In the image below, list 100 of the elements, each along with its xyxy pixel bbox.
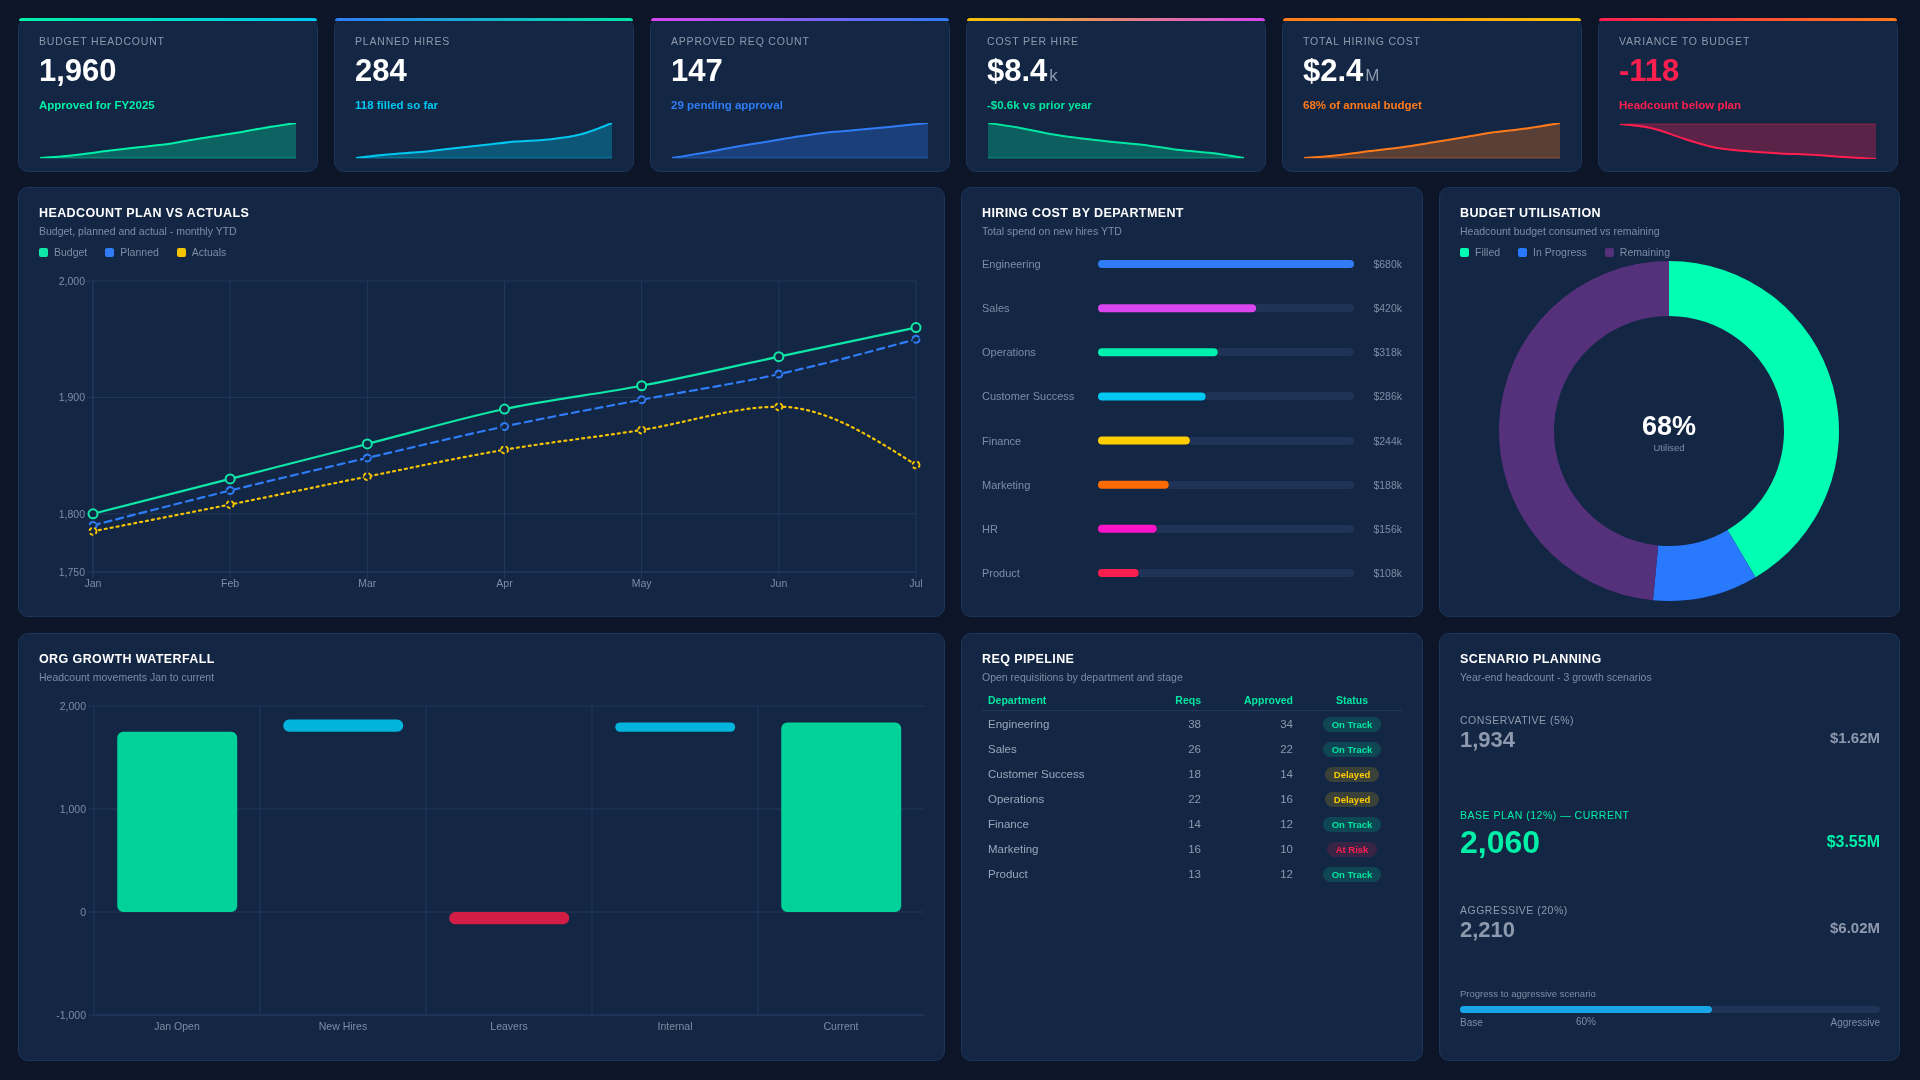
y-tick-label: Operations bbox=[982, 346, 1037, 359]
x-tick-label: Leavers bbox=[490, 1020, 528, 1033]
bar bbox=[1098, 260, 1354, 268]
chart-title: TOTAL HIRING COST bbox=[1303, 35, 1421, 47]
bar bbox=[449, 912, 570, 925]
data-label: $680k bbox=[1373, 258, 1403, 270]
chart-title: COST PER HIRE bbox=[987, 35, 1079, 47]
text: At Risk bbox=[1326, 841, 1378, 857]
y-tick-label: Sales bbox=[982, 302, 1011, 315]
y-tick-label: -1,000 bbox=[56, 1008, 87, 1021]
y-tick-label: 0 bbox=[80, 905, 87, 918]
data-label: $244k bbox=[1373, 434, 1403, 447]
y-tick-label: 2,000 bbox=[59, 699, 87, 712]
text: 18 bbox=[1188, 768, 1201, 780]
text: Utilised bbox=[1653, 441, 1685, 455]
text: 14 bbox=[1280, 768, 1293, 780]
text: 16 bbox=[1280, 793, 1293, 805]
point bbox=[637, 425, 647, 435]
text: 13 bbox=[1188, 868, 1201, 880]
text: Open requisitions by department and stage bbox=[982, 671, 1183, 683]
data-label: $188k bbox=[1373, 478, 1403, 491]
text: 2,210 bbox=[1460, 917, 1516, 942]
legend-label: Filled bbox=[1475, 246, 1501, 258]
text: k bbox=[1049, 66, 1058, 86]
x-tick-label: Jul bbox=[909, 577, 923, 590]
point bbox=[911, 460, 921, 470]
y-tick-label: 1,900 bbox=[58, 391, 86, 404]
text: 2,060 bbox=[1460, 824, 1541, 860]
text: 12 bbox=[1280, 868, 1293, 880]
text: 38 bbox=[1188, 718, 1201, 730]
chart-subtitle: -$0.6k vs prior year bbox=[987, 99, 1092, 111]
y-tick-label: 1,800 bbox=[58, 507, 86, 520]
text: Aggressive bbox=[1830, 1017, 1880, 1028]
x-tick-label: New Hires bbox=[318, 1020, 368, 1033]
bar bbox=[283, 719, 404, 732]
chart-subtitle: 68% of annual budget bbox=[1303, 99, 1422, 111]
text: 14 bbox=[1188, 818, 1201, 830]
chart-subtitle: Approved for FY2025 bbox=[39, 99, 155, 111]
text: 22 bbox=[1280, 743, 1293, 755]
text: -118 bbox=[1619, 53, 1680, 89]
x-tick-label: Jan bbox=[84, 577, 102, 590]
text: 16 bbox=[1188, 843, 1201, 855]
text: 12 bbox=[1280, 818, 1293, 830]
point bbox=[224, 473, 236, 485]
x-tick-label: Jun bbox=[770, 577, 788, 590]
text: 1,934 bbox=[1460, 727, 1516, 752]
y-tick-label: Product bbox=[982, 566, 1020, 579]
text: CONSERVATIVE (5%) bbox=[1460, 714, 1575, 726]
x-tick-label: Mar bbox=[358, 577, 377, 590]
point bbox=[362, 453, 372, 463]
text: 10 bbox=[1280, 843, 1293, 855]
chart-subtitle: 29 pending approval bbox=[671, 99, 783, 111]
text: On Track bbox=[1322, 741, 1382, 757]
data-label: 60% bbox=[1575, 1016, 1597, 1027]
point bbox=[910, 322, 922, 334]
chart-title: PLANNED HIRES bbox=[355, 35, 451, 47]
x-tick-label: Apr bbox=[496, 577, 514, 590]
text: SCENARIO PLANNING bbox=[1460, 652, 1602, 666]
point bbox=[774, 369, 784, 379]
text: $1.62M bbox=[1829, 729, 1880, 746]
point bbox=[361, 438, 373, 450]
chart-title: HIRING COST BY DEPARTMENT bbox=[982, 206, 1184, 220]
bar bbox=[1098, 568, 1139, 577]
text: Department bbox=[988, 694, 1047, 706]
chart-title: Progress to aggressive scenario bbox=[1460, 988, 1596, 999]
text: M bbox=[1365, 66, 1380, 86]
legend-label: Planned bbox=[120, 246, 159, 258]
chart-subtitle: Budget, planned and actual - monthly YTD bbox=[39, 225, 237, 237]
y-tick-label: Engineering bbox=[982, 258, 1041, 271]
chart-title: VARIANCE TO BUDGET bbox=[1619, 35, 1751, 47]
chart-subtitle: 118 filled so far bbox=[355, 99, 439, 111]
legend-label: In Progress bbox=[1533, 246, 1587, 258]
text: Base bbox=[1460, 1017, 1483, 1028]
text: Delayed bbox=[1324, 766, 1380, 782]
text: 284 bbox=[355, 53, 407, 89]
text: 22 bbox=[1188, 793, 1201, 805]
bar bbox=[615, 722, 736, 732]
point bbox=[499, 403, 510, 415]
x-tick-label: Jan Open bbox=[154, 1020, 200, 1033]
point bbox=[773, 351, 785, 363]
legend-label: Remaining bbox=[1619, 246, 1670, 258]
data-label: $286k bbox=[1373, 390, 1403, 403]
chart-title: BUDGET HEADCOUNT bbox=[39, 35, 165, 47]
chart-subtitle: Total spend on new hires YTD bbox=[982, 225, 1122, 237]
text: On Track bbox=[1322, 816, 1382, 832]
text: AGGRESSIVE (20%) bbox=[1460, 904, 1568, 916]
chart-title: ORG GROWTH WATERFALL bbox=[39, 652, 215, 666]
text: 34 bbox=[1280, 718, 1293, 730]
point bbox=[362, 472, 372, 482]
data-label: $420k bbox=[1373, 302, 1403, 315]
text: BASE PLAN (12%) — CURRENT bbox=[1460, 809, 1630, 821]
text: Approved bbox=[1243, 694, 1293, 706]
y-tick-label: Customer Success bbox=[982, 390, 1075, 403]
x-tick-label: Internal bbox=[657, 1020, 693, 1033]
point bbox=[88, 526, 98, 536]
text: REQ PIPELINE bbox=[982, 652, 1075, 666]
text: $3.55M bbox=[1826, 833, 1880, 850]
x-tick-label: Current bbox=[823, 1020, 859, 1033]
point bbox=[774, 402, 784, 412]
text: 1,960 bbox=[39, 53, 117, 89]
